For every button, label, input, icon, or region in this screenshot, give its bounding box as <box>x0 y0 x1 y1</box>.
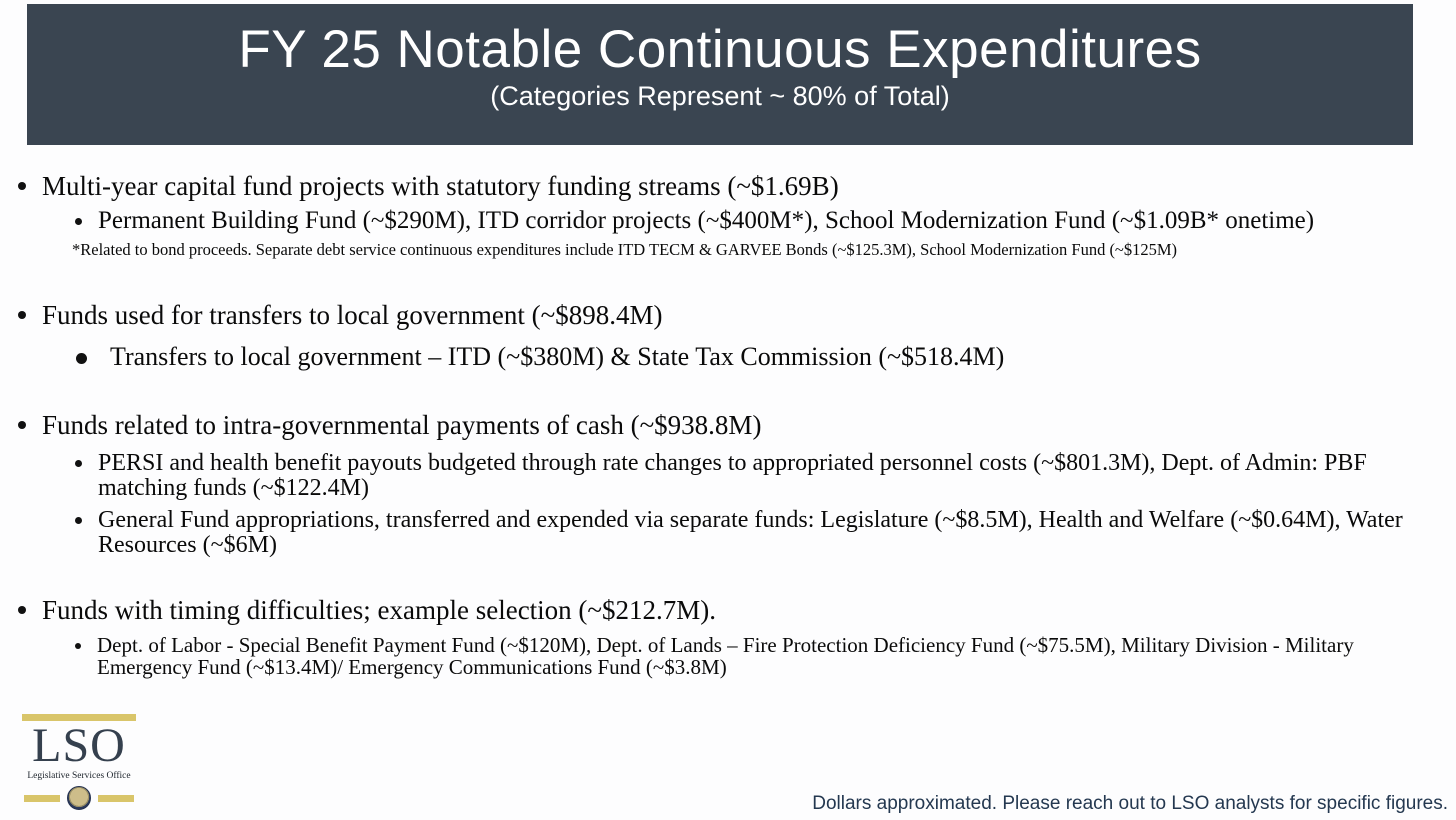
slide-header-banner: FY 25 Notable Continuous Expenditures (C… <box>27 4 1413 145</box>
footer-disclaimer: Dollars approximated. Please reach out t… <box>812 793 1448 814</box>
bullet-icon <box>18 421 26 429</box>
bullet-icon <box>18 182 26 190</box>
logo-bottom-row <box>20 786 138 811</box>
section-capital-fund-projects: Multi-year capital fund projects with st… <box>0 170 1456 260</box>
logo-gold-bar-left <box>24 794 60 802</box>
bullet-icon <box>75 516 82 524</box>
sub-bullet-row: Dept. of Labor - Special Benefit Payment… <box>75 634 1456 678</box>
logo-gold-bar-right <box>98 794 134 802</box>
sub-bullet-text: Dept. of Labor - Special Benefit Payment… <box>97 632 1354 679</box>
section-heading-row: Funds used for transfers to local govern… <box>0 299 1456 333</box>
bullet-icon <box>18 606 26 614</box>
section-heading: Funds related to intra-governmental paym… <box>42 410 762 440</box>
logo-gold-bar-top <box>22 714 136 721</box>
section-heading-row: Funds with timing difficulties; example … <box>0 594 1456 628</box>
sub-bullet-text: Permanent Building Fund (~$290M), ITD co… <box>98 206 1315 234</box>
sub-bullet-row: General Fund appropriations, transferred… <box>75 506 1456 559</box>
bullet-icon <box>75 459 82 467</box>
section-heading: Funds used for transfers to local govern… <box>42 300 663 330</box>
section-heading-row: Funds related to intra-governmental paym… <box>0 409 1456 443</box>
slide-subtitle: (Categories Represent ~ 80% of Total) <box>490 81 950 112</box>
section-transfers-local-government: Funds used for transfers to local govern… <box>0 299 1456 370</box>
bullet-icon <box>18 311 26 319</box>
lso-logo: LSO Legislative Services Office <box>20 714 138 811</box>
slide-title: FY 25 Notable Continuous Expenditures <box>238 20 1202 79</box>
section-heading: Multi-year capital fund projects with st… <box>42 171 839 201</box>
sub-bullet-row: PERSI and health benefit payouts budgete… <box>75 449 1456 502</box>
sub-bullet-row: Transfers to local government – ITD (~$3… <box>76 343 1456 371</box>
footnote-text: *Related to bond proceeds. Separate debt… <box>72 240 1178 260</box>
section-heading-row: Multi-year capital fund projects with st… <box>0 170 1456 204</box>
section-intra-governmental-payments: Funds related to intra-governmental paym… <box>0 409 1456 559</box>
bullet-icon <box>75 217 82 225</box>
state-seal-icon <box>67 786 91 811</box>
bullet-icon <box>75 642 81 649</box>
logo-acronym: LSO <box>32 719 126 772</box>
section-heading: Funds with timing difficulties; example … <box>42 595 717 625</box>
sub-bullet-text: General Fund appropriations, transferred… <box>98 506 1403 559</box>
section-timing-difficulties: Funds with timing difficulties; example … <box>0 594 1456 678</box>
sub-bullet-row: Permanent Building Fund (~$290M), ITD co… <box>75 206 1456 235</box>
bullet-icon <box>76 352 87 364</box>
sub-bullet-text: PERSI and health benefit payouts budgete… <box>98 449 1367 502</box>
sub-bullet-text: Transfers to local government – ITD (~$3… <box>110 341 1005 371</box>
logo-name: Legislative Services Office <box>27 771 131 782</box>
